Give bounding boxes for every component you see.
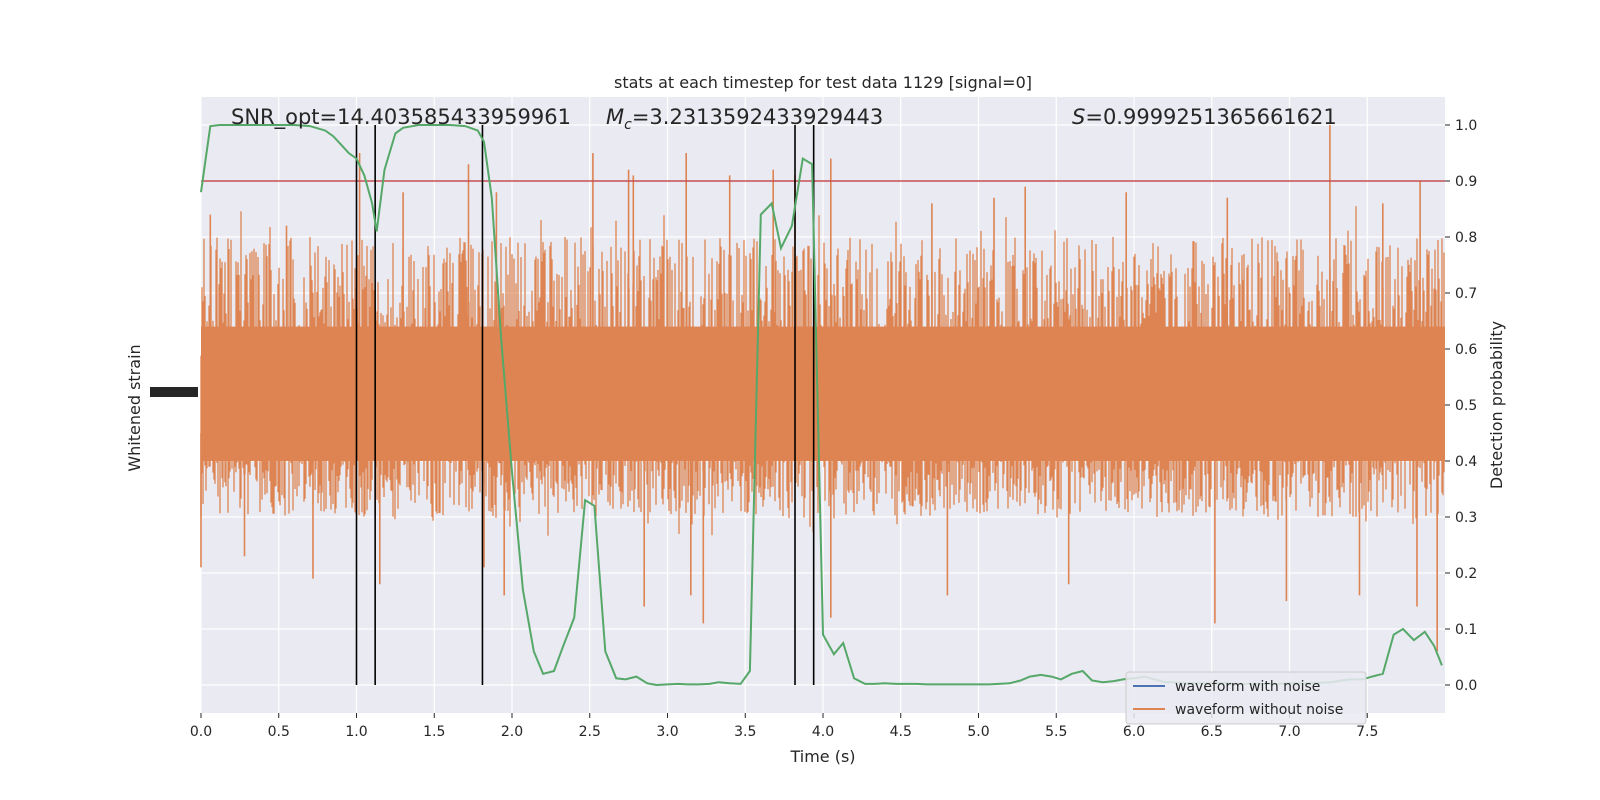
legend-label-without-noise: waveform without noise	[1175, 702, 1343, 718]
x-tick-label: 2.0	[501, 724, 523, 740]
legend: waveform with noise waveform without noi…	[1125, 671, 1367, 725]
x-tick-label: 1.0	[345, 724, 367, 740]
y-tick-label: 0.7	[1455, 286, 1477, 302]
y-tick-label: 0.5	[1455, 398, 1477, 414]
x-tick-label: 0.5	[268, 724, 290, 740]
s-annotation: S=0.9999251365661621	[1072, 105, 1337, 129]
left-axis-overlapping-ticks	[150, 387, 198, 397]
y-tick-label: 1.0	[1455, 118, 1477, 134]
chirp-mass-subscript: c	[624, 117, 632, 133]
x-tick-label: 3.0	[656, 724, 678, 740]
x-axis-ticks: 0.0 0.5 1.0 1.5 2.0 2.5 3.0 3.5 4.0 4.5 5.0 5.5 6.0 6…	[190, 713, 1378, 740]
x-tick-label: 6.0	[1123, 724, 1145, 740]
y-tick-label: 0.0	[1455, 678, 1477, 694]
snr-annotation: SNR_opt=14.403585433959961	[231, 105, 571, 130]
x-tick-label: 5.0	[967, 724, 989, 740]
y-tick-label: 0.1	[1455, 622, 1477, 638]
x-tick-label: 4.0	[812, 724, 834, 740]
chirp-mass-symbol: M	[606, 105, 624, 129]
x-tick-label: 2.5	[579, 724, 601, 740]
s-value: =0.9999251365661621	[1085, 105, 1336, 129]
x-tick-label: 0.0	[190, 724, 212, 740]
legend-box	[1125, 671, 1367, 725]
right-y-axis-label: Detection probability	[1487, 321, 1506, 489]
y-tick-label: 0.8	[1455, 230, 1477, 246]
y-tick-label: 0.2	[1455, 566, 1477, 582]
x-axis-label: Time (s)	[789, 747, 855, 766]
s-symbol: S	[1072, 105, 1085, 129]
legend-label-with-noise: waveform with noise	[1175, 679, 1320, 695]
x-tick-label: 4.5	[890, 724, 912, 740]
chart-title: stats at each timestep for test data 112…	[614, 73, 1032, 92]
left-y-axis-label: Whitened strain	[125, 344, 144, 471]
y-tick-label: 0.4	[1455, 454, 1477, 470]
strain-waveform-series	[200, 125, 1445, 652]
chirp-mass-value: =3.2313592433929443	[632, 105, 883, 129]
x-tick-label: 6.5	[1201, 724, 1223, 740]
x-tick-label: 5.5	[1045, 724, 1067, 740]
x-tick-label: 1.5	[423, 724, 445, 740]
x-tick-label: 3.5	[734, 724, 756, 740]
right-y-axis-ticks: 0.0 0.1 0.2 0.3 0.4 0.5 0.6 0.7 0.8 0.9 1.0	[1445, 118, 1477, 694]
y-tick-label: 0.6	[1455, 342, 1477, 358]
y-tick-label: 0.3	[1455, 510, 1477, 526]
x-tick-label: 7.0	[1278, 724, 1300, 740]
waveform-core-band	[201, 326, 1445, 461]
chirp-mass-annotation: Mc=3.2313592433929443	[606, 105, 883, 133]
x-tick-label: 7.5	[1356, 724, 1378, 740]
y-tick-label: 0.9	[1455, 174, 1477, 190]
waveform-spikes	[200, 125, 1438, 652]
